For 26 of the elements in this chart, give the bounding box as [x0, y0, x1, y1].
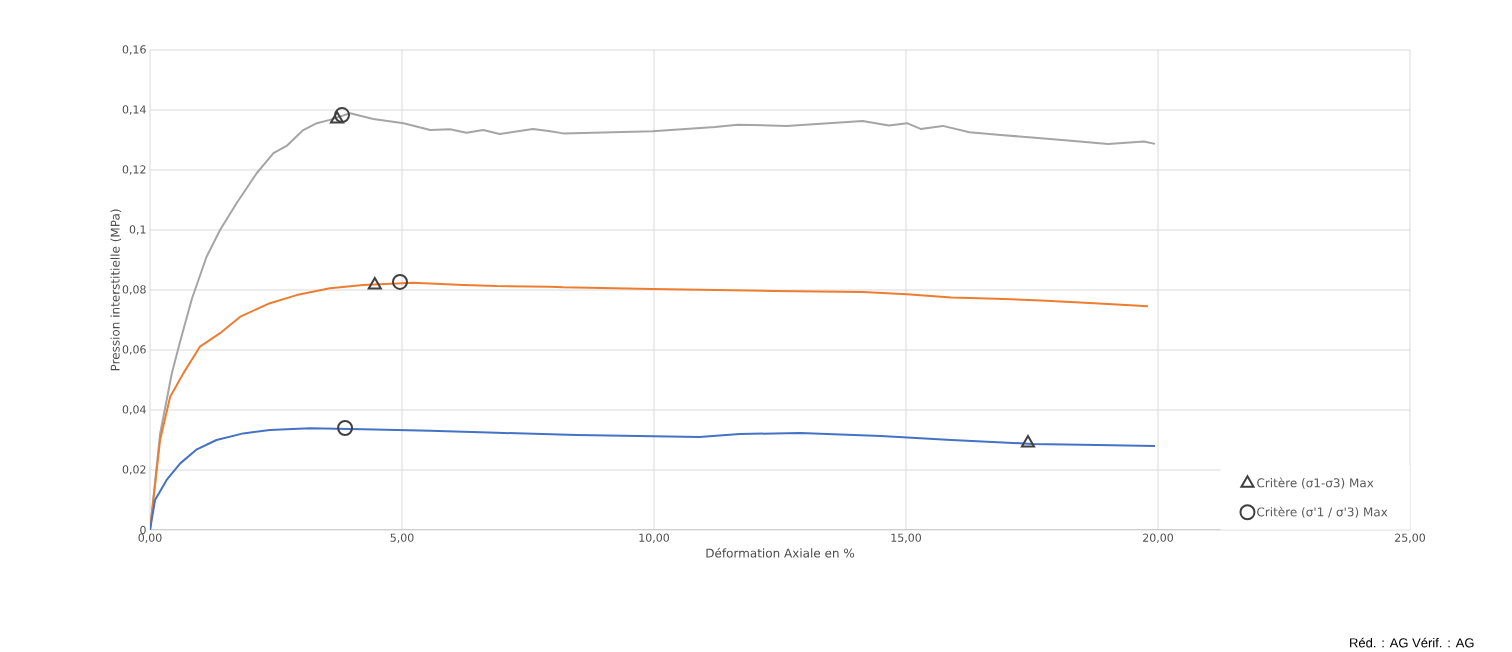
x-tick-label: 0,00	[138, 533, 162, 543]
y-tick-label: 0,12	[122, 165, 146, 175]
y-tick-label: 0,06	[122, 345, 146, 355]
y-tick-label: 0,1	[129, 225, 146, 235]
legend-label: Critère (σ1-σ3) Max	[1257, 477, 1374, 489]
x-tick-label: 20,00	[1143, 533, 1173, 543]
point	[367, 276, 382, 290]
y-tick-label: 0,14	[122, 105, 146, 115]
x-tick-label: 15,00	[891, 533, 921, 543]
point	[334, 107, 351, 124]
x-tick-label: 5,00	[390, 533, 414, 543]
point	[1020, 434, 1036, 448]
y-tick-label: 0,04	[122, 405, 146, 415]
point	[337, 419, 354, 436]
text: Réd. : AG Vérif. : AG	[1350, 637, 1474, 648]
x-axis-title: Déformation Axiale en %	[706, 547, 855, 558]
y-axis-title: Pression interstitielle (MPa)	[110, 209, 122, 371]
y-tick-label: 0,16	[122, 45, 146, 55]
legend-label: Critère (σ'1 / σ'3) Max	[1257, 506, 1388, 518]
y-tick-label: 0	[140, 525, 146, 535]
y-tick-label: 0,02	[122, 465, 146, 475]
x-tick-label: 10,00	[639, 533, 670, 543]
x-tick-label: 25,00	[1395, 533, 1425, 543]
y-tick-label: 0,08	[122, 285, 146, 295]
line-series	[150, 427, 1156, 530]
point	[391, 273, 408, 290]
